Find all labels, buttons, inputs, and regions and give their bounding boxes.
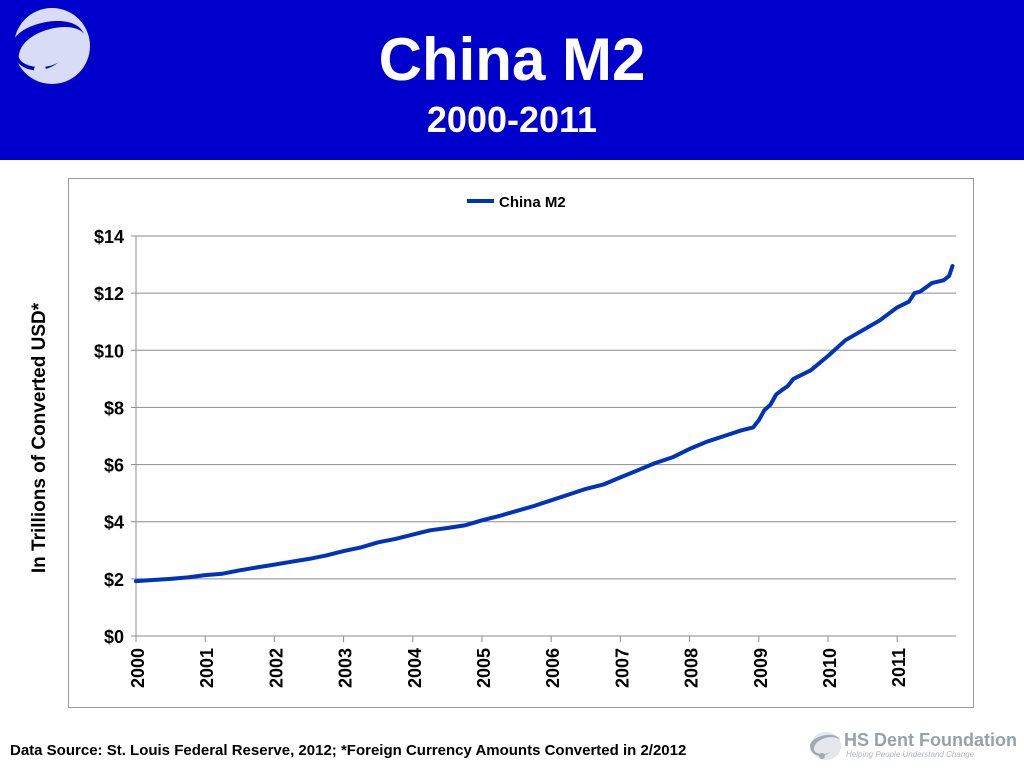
brand-name: HS Dent Foundation [844, 730, 1017, 750]
y-tick-label: $0 [104, 627, 124, 647]
x-tick-label: 2002 [266, 648, 286, 688]
x-tick-label: 2008 [682, 648, 702, 688]
x-tick-label: 2011 [889, 648, 909, 687]
y-tick-label: $12 [94, 284, 124, 304]
data-source-note: Data Source: St. Louis Federal Reserve, … [10, 742, 687, 759]
x-tick-label: 2005 [474, 648, 494, 688]
y-tick-label: $14 [94, 227, 124, 247]
y-tick-label: $4 [104, 513, 124, 533]
page-subtitle: 2000-2011 [426, 99, 598, 140]
x-tick-label: 2001 [197, 648, 217, 688]
x-tick-label: 2004 [405, 648, 425, 688]
chart-panel: $0 $2 $4 $6 $8 $10 $12 $14 2000 2001 2002 2003 2004 2… [29, 178, 974, 708]
x-tick-label: 2007 [612, 648, 632, 688]
y-tick-label: $8 [104, 398, 124, 418]
y-tick-label: $10 [94, 341, 124, 361]
x-tick-label: 2010 [820, 648, 840, 688]
x-tick-label: 2006 [543, 648, 563, 688]
x-tick-label: 2000 [128, 648, 148, 688]
y-axis-label: In Trillions of Converted USD* [29, 302, 50, 573]
brand-logo: HS Dent Foundation Helping People Unders… [808, 728, 1018, 764]
brand-tagline: Helping People Understand Change [846, 750, 975, 759]
y-tick-label: $2 [104, 570, 124, 590]
y-tick-label: $6 [104, 456, 124, 476]
page-title: China M2 [378, 26, 646, 93]
orbit-logo-icon [4, 4, 94, 91]
legend-label: China M2 [499, 194, 566, 211]
x-tick-label: 2009 [751, 648, 771, 688]
title-banner: China M2 2000-2011 [0, 0, 1024, 160]
x-tick-label: 2003 [336, 648, 356, 688]
hs-dent-logo-icon [810, 732, 841, 760]
line-chart: $0 $2 $4 $6 $8 $10 $12 $14 2000 2001 2002 2003 2004 2… [29, 194, 956, 688]
series-line-china-m2 [134, 264, 955, 584]
